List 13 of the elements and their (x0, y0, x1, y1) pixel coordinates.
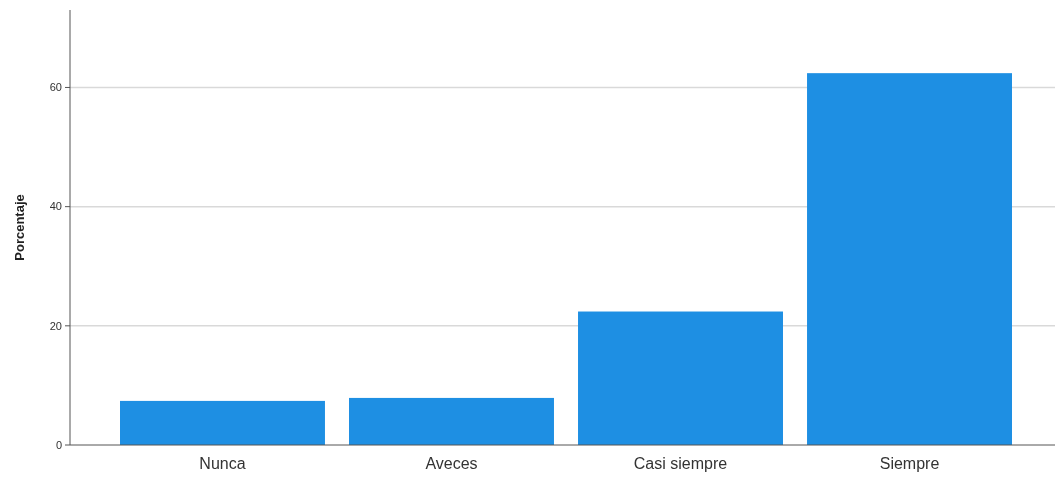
y-tick-label: 20 (49, 319, 62, 332)
bar (807, 73, 1012, 445)
x-tick-label: Siempre (879, 455, 940, 472)
y-axis-title: Porcentaje (12, 194, 27, 261)
bar (349, 397, 554, 445)
y-tick-label: 40 (49, 200, 62, 213)
y-tick-label: 60 (49, 81, 62, 94)
bar (120, 400, 325, 445)
x-tick-label: Nunca (199, 455, 246, 472)
y-tick-label: 0 (55, 438, 62, 451)
x-tick-label: Aveces (425, 455, 478, 472)
bar (578, 311, 783, 445)
x-tick-label: Casi siempre (633, 455, 728, 472)
